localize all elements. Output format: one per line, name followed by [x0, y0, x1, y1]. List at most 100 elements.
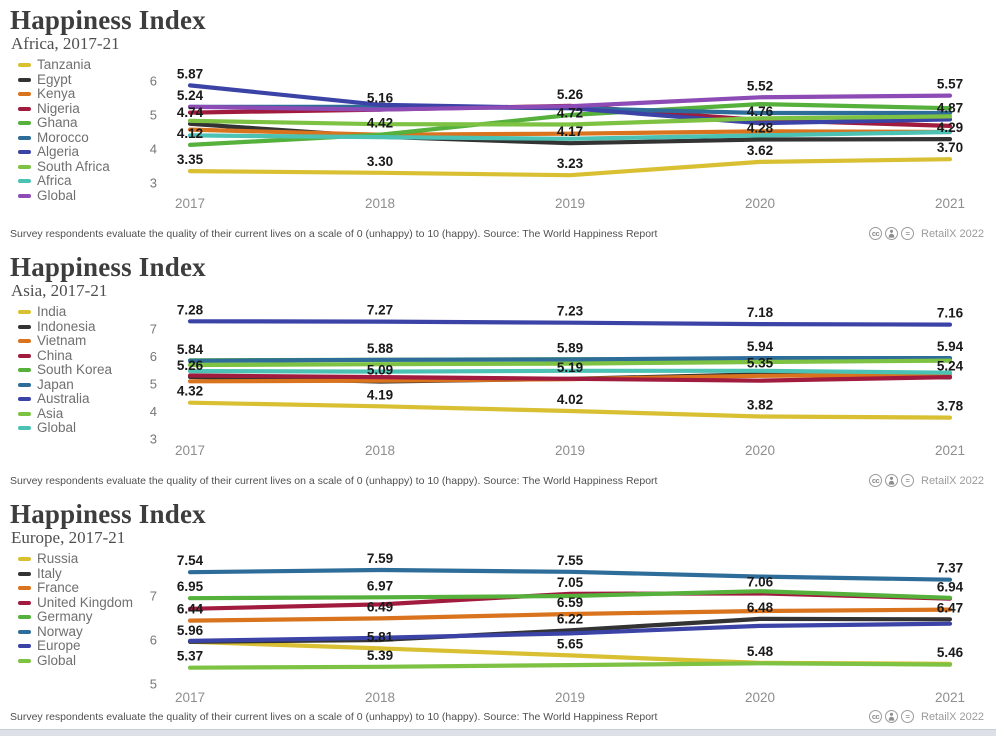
legend-swatch: [18, 179, 31, 184]
x-tick-label: 2019: [555, 443, 585, 458]
value-label: 7.06: [747, 574, 774, 589]
value-label: 3.62: [747, 143, 773, 158]
x-tick-label: 2017: [175, 443, 205, 458]
legend-swatch: [18, 150, 31, 155]
value-label: 5.26: [177, 358, 204, 373]
value-label: 4.72: [557, 106, 583, 121]
line-global: [187, 368, 953, 375]
legend-swatch: [18, 106, 31, 111]
glyph-text: cc: [871, 711, 880, 721]
legend-swatch: [18, 368, 31, 373]
value-label: 7.54: [177, 553, 204, 568]
legend-swatch: [18, 557, 31, 562]
line-chart: 7 6 5 4 3 2017 2018 2019 2020 2021 4.32 4.19 4.02 3.8…: [150, 303, 965, 458]
legend-swatch: [18, 615, 31, 620]
page-title: Happiness Index: [10, 499, 206, 529]
line-china: [187, 373, 953, 383]
line-chart: 6 5 4 3 2017 2018 2019 2020 2021 3.35 3.30 3.23 3.62…: [150, 66, 965, 211]
glyph-text: =: [905, 711, 910, 721]
value-label: 6.95: [177, 579, 204, 594]
cc-icon: cc: [869, 227, 882, 240]
value-label: 5.19: [557, 360, 583, 375]
y-tick-label: 6: [150, 633, 157, 648]
x-tick-label: 2017: [175, 196, 205, 211]
value-label: 3.35: [177, 152, 204, 167]
legend-label: Africa: [37, 173, 72, 189]
legend-item-morocco: Morocco: [18, 130, 135, 146]
line-germany: [187, 589, 953, 601]
value-label: 7.59: [367, 551, 393, 566]
y-tick-label: 5: [150, 677, 157, 692]
value-label: 7.16: [937, 306, 964, 321]
legend-item-global: Global: [18, 652, 135, 669]
legend-swatch: [18, 324, 31, 329]
cc-nd-icon: =: [901, 474, 914, 487]
y-tick-label: 7: [150, 589, 157, 604]
legend-label: South Korea: [37, 362, 113, 378]
value-label: 7.23: [557, 304, 584, 319]
cc-by-icon: [885, 710, 898, 724]
value-label: 4.12: [177, 126, 203, 141]
x-tick-label: 2019: [555, 196, 585, 211]
legend-item-south-korea: South Korea: [18, 363, 135, 378]
y-tick-label: 7: [150, 322, 157, 337]
legend-item-united-kingdom: United Kingdom: [18, 595, 135, 611]
chart-block-africa: Happiness Index Africa, 2017-21 Tanzania…: [0, 0, 996, 247]
legend-swatch: [18, 658, 31, 663]
value-label: 5.24: [177, 88, 204, 103]
value-label: 4.17: [557, 124, 583, 139]
line-france: [187, 607, 953, 623]
legend-label: Asia: [37, 405, 64, 421]
legend-label: Vietnam: [37, 333, 87, 349]
chart-legend: Tanzania Egypt Kenya Nigeria Ghana Morocco Alg…: [0, 56, 135, 203]
legend-swatch: [18, 411, 31, 416]
line-norway: [187, 567, 953, 582]
value-label: 4.42: [367, 116, 393, 131]
chart-area: India Indonesia Vietnam China South Korea Jap…: [0, 303, 996, 474]
value-label: 4.29: [937, 120, 963, 135]
legend-swatch: [18, 426, 31, 431]
legend-item-ghana: Ghana: [18, 116, 135, 131]
x-tick-label: 2019: [555, 690, 585, 705]
legend-swatch: [18, 135, 31, 140]
chart-legend: India Indonesia Vietnam China South Korea Jap…: [0, 303, 135, 436]
source-note: Survey respondents evaluate the quality …: [10, 710, 658, 723]
value-label: 3.70: [937, 140, 963, 155]
value-label: 5.81: [367, 629, 394, 644]
value-label: 4.19: [367, 387, 393, 402]
legend-label: Global: [37, 187, 77, 203]
value-label: 4.28: [747, 121, 774, 136]
legend-label: Nigeria: [37, 100, 80, 116]
value-label: 5.96: [177, 623, 204, 638]
x-tick-label: 2021: [935, 443, 965, 458]
legend-item-italy: Italy: [18, 566, 135, 582]
source-note: Survey respondents evaluate the quality …: [10, 474, 658, 487]
legend-label: Europe: [37, 638, 81, 654]
line-asia: [187, 358, 953, 368]
chart-area: Russia Italy France United Kingdom Germany No…: [0, 550, 996, 710]
legend-item-europe: Europe: [18, 639, 135, 654]
value-label: 7.18: [747, 305, 774, 320]
attribution-text: RetailX 2022: [921, 227, 984, 240]
x-tick-label: 2021: [935, 690, 965, 705]
legend-swatch: [18, 629, 31, 634]
person-glyph: [888, 712, 895, 721]
legend-label: Global: [37, 652, 77, 668]
legend-swatch: [18, 164, 31, 169]
legend-item-kenya: Kenya: [18, 87, 135, 102]
person-glyph: [888, 229, 895, 238]
legend-label: Ghana: [37, 115, 78, 131]
x-tick-label: 2020: [745, 443, 775, 458]
bottom-strip: [0, 729, 996, 736]
legend-swatch: [18, 397, 31, 402]
x-tick-label: 2018: [365, 443, 395, 458]
legend-swatch: [18, 121, 31, 126]
value-label: 5.87: [177, 66, 203, 81]
legend-swatch: [18, 571, 31, 576]
legend-item-asia: Asia: [18, 405, 135, 422]
value-label: 7.27: [367, 303, 393, 318]
chart-footer: Survey respondents evaluate the quality …: [0, 474, 996, 494]
value-label: 5.89: [557, 341, 583, 356]
legend-swatch: [18, 600, 31, 605]
legend-swatch: [18, 63, 31, 68]
